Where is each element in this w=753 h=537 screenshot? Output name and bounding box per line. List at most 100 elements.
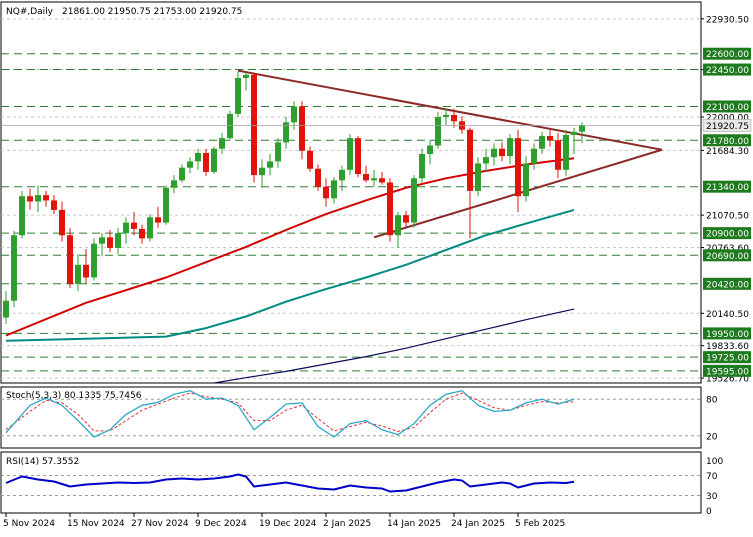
candle-body [227, 113, 233, 139]
stochastic-lines [5, 390, 575, 438]
candle-body [539, 136, 545, 149]
level-tags: 22600.00 22450.00 22100.00 21780.00 21340.00… [703, 47, 751, 377]
price-grid [1, 18, 701, 379]
time-axis-label: 15 Nov 2024 [67, 519, 125, 529]
price-axis-label: 22000.00 [706, 114, 749, 124]
rsi-axis: 100 70 30 0 [706, 457, 723, 517]
level-tag-label: 20900.00 [706, 230, 749, 240]
candle-body [507, 138, 513, 157]
candle-body [51, 200, 57, 210]
time-axis: 5 Nov 2024 15 Nov 2024 27 Nov 2024 9 Dec 20… [3, 513, 565, 529]
stochastic-axis-label: 20 [706, 432, 718, 442]
price-axis-label: 20140.50 [706, 310, 749, 320]
rsi-panel-frame [0, 451, 702, 514]
price-axis-label: 20763.60 [706, 244, 749, 254]
candle-body [579, 125, 585, 132]
level-tag-label: 20420.00 [706, 280, 749, 290]
level-tag-label: 22600.00 [706, 50, 749, 60]
candle-body [403, 215, 409, 223]
time-axis-label: 5 Nov 2024 [3, 519, 55, 529]
candle-body [171, 180, 177, 188]
candle-body [555, 140, 561, 170]
level-tag-label: 19950.00 [706, 330, 749, 340]
stochastic-main-line [5, 390, 575, 438]
candle-body [267, 161, 273, 168]
candle-body [211, 148, 217, 172]
candle-body [387, 182, 393, 236]
candle-body [379, 178, 385, 183]
candle-body [323, 186, 329, 199]
rsi-axis-label: 100 [706, 457, 723, 467]
level-tag [703, 47, 751, 60]
rsi-line [5, 473, 575, 493]
level-tag-label: 21780.00 [706, 137, 749, 147]
level-tag [703, 227, 751, 240]
candle-body [491, 148, 497, 158]
level-tag-label: 19725.00 [706, 354, 749, 364]
candle-body [243, 74, 249, 78]
time-axis-label: 19 Dec 2024 [259, 519, 317, 529]
candle-body [35, 195, 41, 202]
rsi-axis-label: 0 [706, 507, 712, 517]
level-tag [703, 327, 751, 340]
candle-body [475, 163, 481, 191]
candle-body [371, 178, 377, 181]
candle-body [443, 114, 449, 118]
candle-body [203, 152, 209, 172]
candle-body [563, 134, 569, 170]
time-axis-label: 24 Jan 2025 [451, 519, 505, 529]
level-tag-label: 22450.00 [706, 66, 749, 76]
level-tag-label: 22100.00 [706, 103, 749, 113]
candle-body [419, 153, 425, 179]
stochastic-title: Stoch(5,3,3) 80.1335 75.7456 [6, 391, 142, 401]
level-tag-label: 19595.00 [706, 367, 749, 377]
rsi-title: RSI(14) 57.3552 [6, 457, 79, 467]
price-axis-label: 21684.30 [706, 147, 749, 157]
rsi-lines [5, 473, 575, 493]
time-axis-label: 5 Feb 2025 [515, 519, 565, 529]
candle-body [363, 174, 369, 181]
candle-body [331, 180, 337, 199]
candle-body [131, 222, 137, 229]
candle-body [435, 117, 441, 146]
stochastic-levels [1, 398, 701, 437]
candle-body [483, 157, 489, 164]
current-price-tag: 21920.75 [1, 119, 752, 132]
candle-body [59, 209, 65, 236]
candle-body [163, 187, 169, 223]
level-tag [703, 277, 751, 290]
time-axis-label: 14 Jan 2025 [387, 519, 441, 529]
price-panel: NQ#,Daily 21861.00 21950.75 21753.00 219… [0, 1, 702, 384]
trendline [237, 69, 663, 151]
candle-body [451, 114, 457, 122]
rsi-axis-label: 70 [706, 472, 718, 482]
ma200-line [213, 308, 575, 384]
candle-body [339, 169, 345, 181]
candle-body [291, 106, 297, 123]
candle-body [107, 237, 113, 248]
candle-body [299, 106, 305, 151]
price-axis-label: 21070.50 [706, 212, 749, 222]
candle-body [99, 237, 105, 244]
candle-body [275, 142, 281, 162]
price-axis-label: 19833.60 [706, 342, 749, 352]
candle-body [3, 300, 9, 318]
price-axis-label: 19526.70 [706, 375, 749, 385]
ma100-line [5, 208, 575, 342]
level-tag [703, 249, 751, 262]
candle-body [187, 161, 193, 168]
moving-averages [5, 157, 575, 384]
current-price-label: 21920.75 [706, 122, 749, 132]
stochastic-axis-label: 80 [706, 396, 718, 406]
candle-body [139, 228, 145, 239]
candle-body [259, 167, 265, 176]
time-axis-label: 9 Dec 2024 [195, 519, 247, 529]
rsi-levels [1, 475, 701, 496]
candle-body [251, 74, 257, 176]
candle-body [347, 138, 353, 170]
level-tag [703, 134, 751, 147]
candlesticks [3, 71, 585, 324]
candle-body [155, 217, 161, 223]
time-axis-label: 2 Jan 2025 [323, 519, 371, 529]
